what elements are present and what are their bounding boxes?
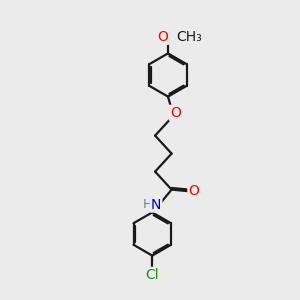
- Text: O: O: [188, 184, 199, 198]
- Text: O: O: [157, 30, 168, 44]
- Text: N: N: [151, 198, 161, 212]
- Text: CH₃: CH₃: [176, 30, 202, 44]
- Text: H: H: [142, 198, 152, 211]
- Text: O: O: [170, 106, 181, 120]
- Text: Cl: Cl: [146, 268, 159, 282]
